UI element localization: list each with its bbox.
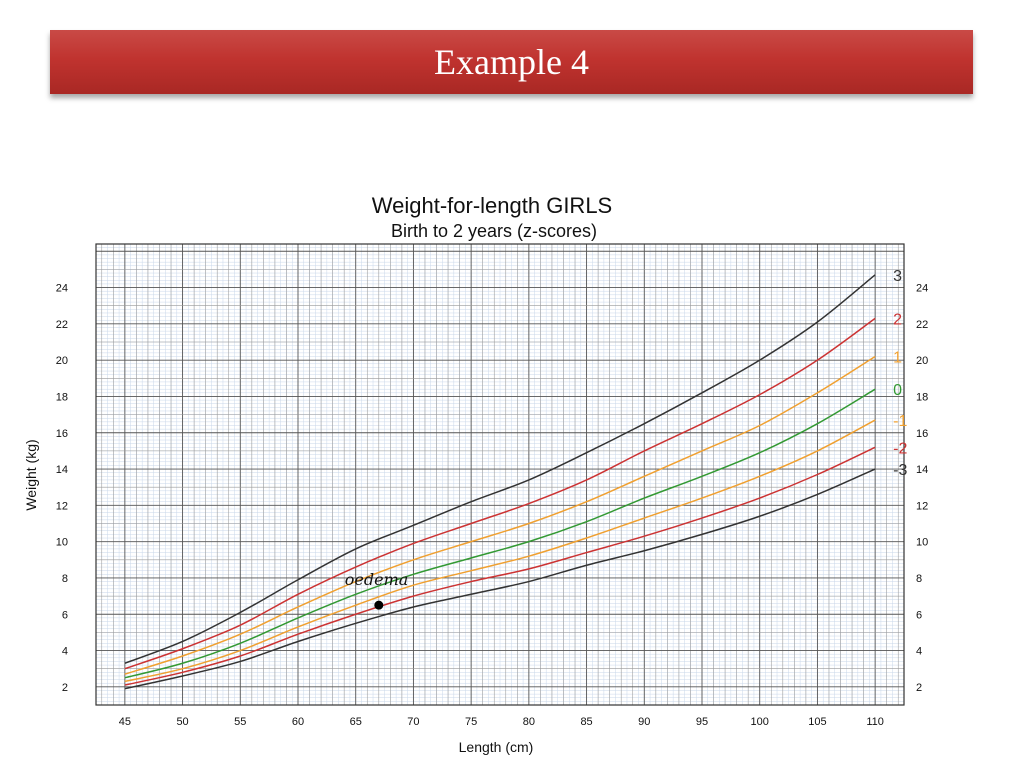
x-tick-label: 60 [292, 716, 304, 728]
z-curve-3 [124, 274, 876, 664]
x-tick-label: 70 [407, 716, 419, 728]
z-curve--1 [124, 419, 876, 683]
y-tick-label: 6 [916, 609, 922, 621]
z-label--2: -2 [893, 440, 907, 457]
plot-frame [95, 243, 905, 706]
y-tick-label: 24 [916, 283, 928, 295]
chart-subtitle: Birth to 2 years (z-scores) [391, 221, 597, 241]
x-tick-label: 55 [234, 716, 246, 728]
x-tick-label: 65 [350, 716, 362, 728]
y-tick-label: 4 [916, 646, 922, 658]
y-tick-label: 2 [916, 682, 922, 694]
z-label-0: 0 [893, 382, 902, 399]
annotations: oedema [345, 570, 409, 610]
y-tick-label: 22 [916, 319, 928, 331]
y-tick-label: 20 [56, 355, 68, 367]
y-tick-label: 12 [56, 500, 68, 512]
z-label-2: 2 [893, 311, 902, 328]
z-curve-0 [124, 388, 876, 679]
y-tick-label: 24 [56, 283, 68, 295]
y-tick-label: 10 [56, 537, 68, 549]
z-label--3: -3 [893, 462, 907, 479]
x-tick-label: 85 [580, 716, 592, 728]
z-label-1: 1 [893, 350, 902, 367]
slide-title: Example 4 [434, 42, 589, 82]
data-point-dot [374, 600, 384, 610]
z-label-3: 3 [893, 268, 902, 285]
x-tick-label: 105 [808, 716, 826, 728]
y-tick-label: 4 [62, 646, 68, 658]
x-tick-label: 50 [176, 716, 188, 728]
z-curve--3 [124, 468, 876, 690]
x-axis-label: Length (cm) [459, 739, 534, 755]
x-tick-label: 100 [751, 716, 769, 728]
y-tick-label: 6 [62, 609, 68, 621]
x-tick-labels: 45 50 55 60 65 70 75 80 85 90 95 100 105 110 [119, 716, 884, 728]
x-tick-label: 90 [638, 716, 650, 728]
y-tick-label: 18 [56, 391, 68, 403]
z-curve-1 [124, 355, 876, 675]
title-banner: Example 4 [50, 30, 973, 94]
annotation-label: oedema [345, 570, 409, 589]
x-tick-label: 110 [866, 716, 884, 728]
x-tick-label: 95 [696, 716, 708, 728]
x-tick-label: 80 [523, 716, 535, 728]
y-tick-label: 14 [56, 464, 68, 476]
x-tick-label: 75 [465, 716, 477, 728]
y-tick-label: 10 [916, 537, 928, 549]
series-lines [124, 274, 876, 690]
y-tick-label: 8 [916, 573, 922, 585]
z-curve-2 [124, 317, 876, 670]
y-axis-label: Weight (kg) [23, 439, 39, 510]
y-tick-label: 22 [56, 319, 68, 331]
y-tick-label: 14 [916, 464, 928, 476]
y-tick-label: 16 [916, 428, 928, 440]
y-tick-label: 8 [62, 573, 68, 585]
y-tick-label: 18 [916, 391, 928, 403]
series-labels: 3 2 1 0 -1 -2 -3 [893, 268, 907, 479]
chart-title: Weight-for-length GIRLS [372, 193, 612, 218]
x-tick-label: 45 [119, 716, 131, 728]
y-tick-label: 12 [916, 500, 928, 512]
y-tick-label: 16 [56, 428, 68, 440]
y-tick-label: 20 [916, 355, 928, 367]
z-curve--2 [124, 446, 876, 686]
y-tick-label: 2 [62, 682, 68, 694]
z-label--1: -1 [893, 413, 907, 430]
